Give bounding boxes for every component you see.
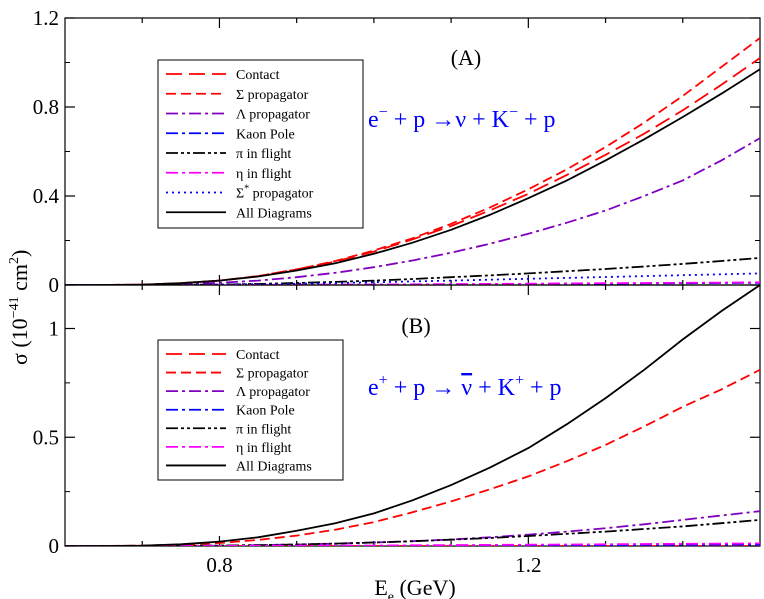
panel-label: (B) [401, 313, 430, 338]
series-line [65, 368, 760, 546]
y-tick-label: 0.4 [33, 184, 60, 208]
panel-label: (A) [451, 45, 482, 70]
legend: Contact Σ propagator Λ propagator Kaon Pole… [157, 339, 344, 481]
series-line [65, 542, 760, 546]
y-tick-label: 0 [49, 534, 60, 558]
legend-label: Σ* propagator [236, 184, 314, 202]
series-line [65, 68, 760, 285]
reaction-equation: e− + p →ν + K− + p [368, 104, 556, 133]
legend-label: All Diagrams [236, 206, 312, 221]
legend-box [157, 339, 344, 481]
legend-label: Contact [236, 68, 280, 83]
legend: Contact Σ propagator Λ propagator Kaon Pole… [157, 59, 364, 229]
y-axis-title: σ (10−41 cm2) [7, 250, 32, 365]
legend-label: Kaon Pole [236, 404, 295, 419]
legend-label: Contact [236, 348, 280, 363]
y-axis-title-text: σ (10−41 cm2) [7, 250, 32, 365]
legend-label: Λ propagator [236, 108, 310, 123]
series-line [65, 285, 760, 546]
panel-a: 0 0.4 0.8 1.2 Contact Σ propagator Λ propagato… [33, 6, 761, 297]
series-line [65, 281, 760, 285]
x-axis: 0.8 1.2 Ee (GeV) [206, 553, 541, 599]
reaction-equation: e+ + p → ν + K+ + p [368, 372, 562, 401]
series-line [65, 257, 760, 285]
legend-label: Σ propagator [236, 88, 309, 103]
x-tick-label: 1.2 [515, 553, 541, 577]
y-tick-label: 0 [49, 273, 60, 297]
legend-label: η in flight [236, 441, 292, 456]
panel-b: 0 0.5 1 Contact Σ propagator Λ propagator Kaon… [33, 284, 761, 558]
x-tick-label: 0.8 [206, 553, 232, 577]
legend-label: All Diagrams [236, 459, 312, 474]
y-tick-label: 1 [49, 317, 60, 341]
y-tick-label: 1.2 [33, 6, 59, 30]
legend-label: π in flight [236, 147, 291, 162]
legend-label: π in flight [236, 422, 291, 437]
series-line [65, 37, 760, 285]
y-tick-label: 0.8 [33, 95, 59, 119]
legend-label: Λ propagator [236, 385, 310, 400]
legend-label: Σ propagator [236, 367, 309, 382]
legend-box [157, 59, 364, 229]
legend-label: Kaon Pole [236, 127, 295, 142]
y-tick-label: 0.5 [33, 425, 59, 449]
legend-label: η in flight [236, 167, 292, 182]
x-axis-title: Ee (GeV) [374, 575, 455, 599]
